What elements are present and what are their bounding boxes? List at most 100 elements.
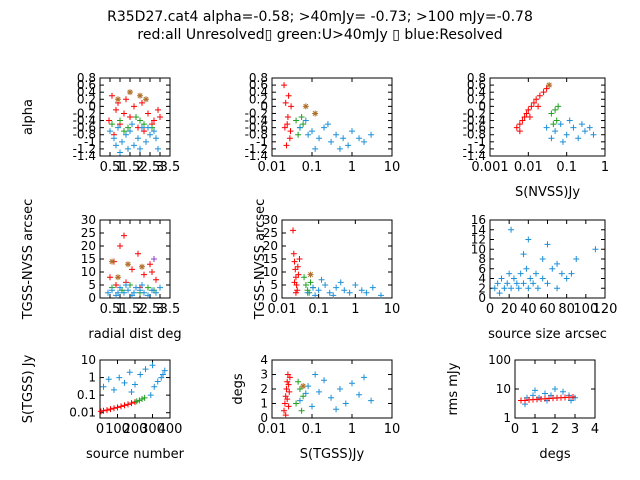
data-point-blue xyxy=(309,403,315,410)
data-point-red xyxy=(117,243,123,249)
y-tick-label: -1.4 xyxy=(73,149,96,163)
y-tick-label: -1.2 xyxy=(463,142,486,156)
data-point-green xyxy=(125,124,131,131)
data-point-blue xyxy=(548,135,555,142)
data-point-blue xyxy=(543,124,550,131)
data-point-red xyxy=(131,103,137,110)
data-point-red xyxy=(141,271,147,278)
data-point-blue xyxy=(309,284,316,291)
data-point-blue xyxy=(337,279,344,286)
plot-frame xyxy=(271,77,393,157)
data-point-blue xyxy=(328,394,335,401)
data-point-blue xyxy=(592,246,599,253)
y-tick-label: 0 xyxy=(270,291,278,305)
data-point-red xyxy=(121,110,127,117)
data-point-blue xyxy=(377,292,384,299)
data-point-green xyxy=(133,114,139,120)
data-point-red xyxy=(285,403,292,410)
y-tick-label: 6 xyxy=(478,262,486,276)
data-point-blue xyxy=(316,388,323,395)
x-tick-label: 0.5 xyxy=(100,302,121,317)
y-tick-label: -0.8 xyxy=(463,128,486,142)
x-tick-label: 1 xyxy=(116,302,124,317)
data-point-red xyxy=(516,121,523,128)
data-point-blue xyxy=(552,128,559,135)
data-point-blue xyxy=(151,383,158,390)
data-point-blue xyxy=(113,142,119,149)
data-point-red xyxy=(290,227,297,234)
data-point-red xyxy=(513,124,520,131)
data-point-star xyxy=(115,96,121,103)
chart-p1: 0.511.522.533.5 0.80.60.40.20-0.2-0.4-0.6… xyxy=(21,71,180,175)
data-point-blue xyxy=(557,121,564,128)
data-point-green xyxy=(300,393,307,400)
data-point-blue xyxy=(139,124,145,131)
data-point-blue xyxy=(127,128,133,135)
data-point-blue xyxy=(349,380,355,387)
y-tick-label: 0 xyxy=(260,411,268,425)
y-tick-label: 10 xyxy=(496,382,511,396)
data-point-blue xyxy=(125,145,131,152)
data-point-red xyxy=(516,128,523,135)
data-point-red xyxy=(106,117,112,124)
data-point-star xyxy=(300,383,307,390)
data-point-blue xyxy=(131,142,137,149)
data-point-red xyxy=(543,85,550,92)
y-tick-label: 0.6 xyxy=(249,78,268,92)
data-point-red xyxy=(530,99,537,106)
plot-frame xyxy=(99,77,171,157)
y-tick-label: -1 xyxy=(256,135,268,149)
data-point-blue xyxy=(559,138,566,145)
y-tick-label: 0 xyxy=(88,99,96,113)
data-point-blue xyxy=(119,138,125,145)
data-point-blue xyxy=(525,236,532,243)
data-point-blue xyxy=(125,287,131,294)
data-point-blue xyxy=(517,270,524,277)
x-tick-label: 60 xyxy=(539,302,556,317)
data-point-blue xyxy=(573,256,580,262)
data-point-blue xyxy=(296,124,303,131)
data-point-blue xyxy=(135,135,141,142)
data-point-blue xyxy=(147,131,153,138)
x-tick-label: 100 xyxy=(105,422,130,437)
x-tick-label: 80 xyxy=(558,302,575,317)
data-point-blue xyxy=(523,265,530,272)
x-tick-label: 3 xyxy=(571,422,579,437)
data-point-blue xyxy=(322,282,329,288)
data-point-blue xyxy=(149,287,155,294)
x-axis-label: degs xyxy=(539,447,571,462)
data-point-blue xyxy=(590,131,597,138)
x-tick-label: 3.5 xyxy=(160,302,181,317)
data-point-blue xyxy=(368,397,375,404)
y-tick-label: 10 xyxy=(263,265,278,279)
data-point-blue xyxy=(100,383,107,390)
data-point-blue xyxy=(356,391,363,398)
data-point-blue xyxy=(349,128,355,135)
data-point-red xyxy=(281,82,288,89)
data-point-red xyxy=(123,96,129,103)
data-point-red xyxy=(111,405,117,412)
data-point-blue xyxy=(346,289,353,296)
data-point-red xyxy=(118,403,124,410)
x-axis-label: S(NVSS)Jy xyxy=(515,185,580,200)
y-axis-label: rms mJy xyxy=(446,362,461,415)
data-point-red xyxy=(295,271,302,278)
data-point-red xyxy=(281,407,288,414)
y-tick-label: 1 xyxy=(88,371,96,385)
data-point-red xyxy=(139,99,145,106)
data-point-purple xyxy=(151,256,157,262)
data-point-star xyxy=(312,110,319,117)
data-point-blue xyxy=(498,275,505,282)
data-point-blue xyxy=(312,292,319,299)
x-tick-label: 1 xyxy=(348,422,356,437)
y-tick-label: 30 xyxy=(263,213,278,227)
data-point-blue xyxy=(575,135,582,142)
data-point-blue xyxy=(128,389,135,396)
y-tick-label: -0.8 xyxy=(245,128,268,142)
data-point-blue xyxy=(155,145,161,152)
data-point-red xyxy=(288,103,295,110)
data-point-blue xyxy=(544,241,551,248)
data-point-red xyxy=(147,261,153,268)
